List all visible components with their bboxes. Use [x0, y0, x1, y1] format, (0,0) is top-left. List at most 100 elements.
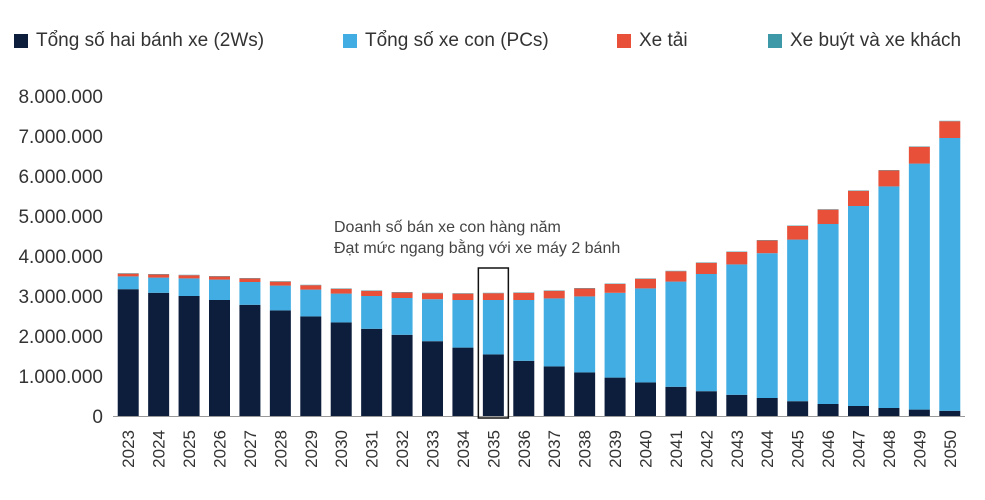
bar-segment-2ws-2041: [665, 386, 687, 416]
legend: Tổng số hai bánh xe (2Ws) Tổng số xe con…: [0, 30, 985, 58]
x-tick-label: 2045: [789, 430, 808, 468]
x-tick-label: 2044: [758, 430, 777, 468]
y-tick-label: 2.000.000: [18, 327, 103, 348]
bar-segment-2ws-2030: [330, 322, 352, 416]
bar-segment-pcs-2038: [574, 296, 596, 373]
bar-segment-2ws-2032: [391, 334, 413, 416]
bar-segment-2ws-2026: [209, 300, 230, 416]
bar-segment-pcs-2027: [239, 282, 261, 305]
bar-segment-pcs-2026: [209, 279, 230, 300]
bar-segment-pcs-2042: [695, 274, 717, 392]
x-tick-label: 2028: [271, 430, 290, 468]
bar-segment-pcs-2037: [543, 298, 565, 367]
bar-segment-trucks-2044: [756, 240, 778, 254]
bar-segment-pcs-2028: [269, 285, 291, 311]
legend-item-buses: Xe buýt và xe khách: [768, 30, 961, 52]
bar-segment-trucks-2046: [817, 209, 839, 224]
bar-segment-2ws-2038: [574, 372, 596, 416]
y-tick-label: 0: [92, 407, 103, 428]
bar-segment-2ws-2037: [543, 366, 565, 416]
bar-segment-trucks-2049: [908, 146, 930, 164]
legend-item-2ws: Tổng số hai bánh xe (2Ws): [14, 30, 264, 52]
x-axis: 2023 2024 2025 2026 2027 2028 2029 2030 2031 2032…: [119, 430, 960, 468]
x-tick-label: 2039: [606, 430, 625, 468]
legend-label-pcs: Tổng số xe con (PCs): [365, 30, 549, 51]
bar-segment-2ws-2031: [361, 328, 383, 416]
bar-segment-2ws-2023: [117, 289, 139, 416]
bar-segment-trucks-2030: [330, 288, 352, 294]
bar-segment-pcs-2040: [635, 288, 656, 383]
bar-segment-pcs-2031: [361, 296, 383, 329]
bar-segment-pcs-2048: [878, 186, 900, 408]
x-tick-label: 2023: [119, 430, 138, 468]
bar-segment-pcs-2035: [482, 300, 504, 355]
bar-segment-pcs-2041: [665, 281, 687, 387]
bar-segment-2ws-2045: [787, 401, 809, 416]
bar-segment-2ws-2040: [635, 382, 656, 416]
legend-label-buses: Xe buýt và xe khách: [790, 30, 962, 51]
bar-segment-trucks-2024: [148, 274, 170, 278]
y-tick-label: 4.000.000: [18, 247, 103, 268]
bar-segment-2ws-2027: [239, 304, 261, 416]
bar-segment-2ws-2050: [939, 410, 961, 416]
bar-segment-2ws-2028: [269, 310, 291, 416]
x-tick-label: 2029: [302, 430, 321, 468]
bar-segment-2ws-2048: [878, 408, 900, 416]
bar-segment-trucks-2045: [787, 226, 809, 240]
x-tick-label: 2049: [910, 430, 929, 468]
bar-segment-2ws-2025: [178, 296, 200, 416]
bar-segment-trucks-2031: [361, 290, 383, 296]
annotation-highlight-box: [477, 267, 510, 419]
y-tick-label: 1.000.000: [18, 367, 103, 388]
legend-item-pcs: Tổng số xe con (PCs): [343, 30, 549, 52]
bar-segment-pcs-2043: [726, 264, 748, 395]
bar-segment-trucks-2043: [726, 252, 748, 265]
legend-label-2ws: Tổng số hai bánh xe (2Ws): [36, 30, 265, 51]
x-tick-label: 2048: [880, 430, 899, 468]
x-tick-label: 2040: [637, 430, 656, 468]
bar-segment-pcs-2024: [148, 277, 170, 293]
bar-segment-pcs-2047: [848, 206, 869, 406]
annotation-line-2: Đạt mức ngang bằng với xe máy 2 bánh: [334, 238, 620, 257]
legend-label-trucks: Xe tải: [639, 30, 688, 51]
x-tick-label: 2032: [393, 430, 412, 468]
bar-segment-pcs-2044: [756, 253, 778, 398]
bar-segment-2ws-2033: [422, 341, 443, 416]
bar-segment-trucks-2027: [239, 278, 261, 282]
bar-segment-trucks-2038: [574, 288, 596, 297]
x-tick-label: 2031: [363, 430, 382, 468]
bar-segment-trucks-2025: [178, 275, 200, 279]
bar-segment-pcs-2033: [422, 299, 443, 342]
bar-segment-2ws-2049: [908, 409, 930, 416]
x-tick-label: 2038: [576, 430, 595, 468]
bar-segment-2ws-2024: [148, 292, 170, 416]
bar-segment-pcs-2050: [939, 138, 961, 411]
bar-segment-2ws-2043: [726, 394, 748, 416]
bar-segment-2ws-2042: [695, 391, 717, 416]
x-tick-label: 2041: [667, 430, 686, 468]
x-tick-label: 2024: [150, 430, 169, 468]
bar-segment-pcs-2046: [817, 224, 839, 404]
bar-segment-trucks-2034: [452, 293, 474, 300]
x-tick-label: 2025: [180, 430, 199, 468]
bar-segment-2ws-2044: [756, 398, 778, 416]
x-tick-label: 2042: [697, 430, 716, 468]
legend-swatch-buses: [768, 34, 782, 48]
bar-segment-pcs-2025: [178, 278, 200, 296]
bar-segment-trucks-2050: [939, 121, 961, 138]
bar-segment-trucks-2035: [482, 293, 504, 300]
bar-segment-pcs-2039: [604, 292, 626, 378]
bar-segment-trucks-2042: [695, 262, 717, 274]
bar-segment-pcs-2032: [391, 298, 413, 335]
bar-segment-trucks-2037: [543, 290, 565, 299]
bar-segment-2ws-2034: [452, 347, 474, 416]
y-tick-label: 3.000.000: [18, 287, 103, 308]
x-tick-label: 2035: [484, 430, 503, 468]
y-tick-label: 8.000.000: [18, 87, 103, 108]
bar-segment-trucks-2026: [209, 276, 230, 280]
bar-segment-trucks-2040: [635, 278, 656, 289]
annotation-line-1: Doanh số bán xe con hàng năm: [334, 219, 561, 236]
bar-segment-trucks-2048: [878, 170, 900, 187]
bar-segment-pcs-2030: [330, 293, 352, 323]
bar-segment-trucks-2039: [604, 284, 626, 293]
